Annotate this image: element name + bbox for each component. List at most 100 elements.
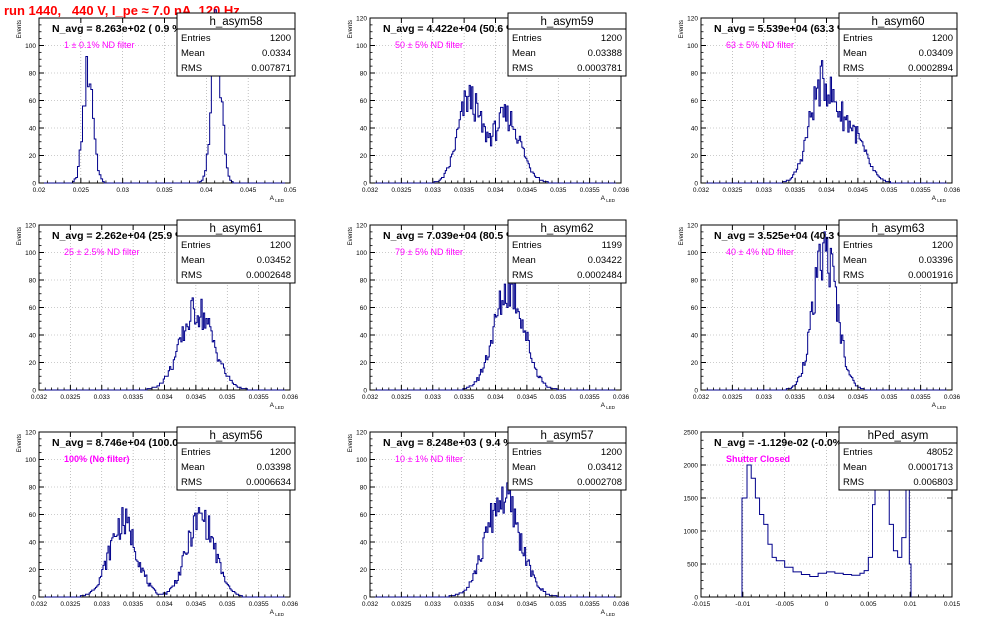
histogram-line <box>701 231 952 391</box>
y-tick-label: 2000 <box>684 463 699 470</box>
x-tick-label: 0.0345 <box>848 394 868 401</box>
stats-box <box>176 12 296 77</box>
x-tick-label: 0.0355 <box>911 394 931 401</box>
y-axis-label: Events <box>348 20 354 38</box>
navg-label: N_avg = 8.746e+04 (100.0 %) <box>52 437 194 449</box>
stats-value-entries: 1200 <box>932 240 953 251</box>
stats-value-rms: 0.0002894 <box>908 63 953 74</box>
x-axis-label-main: A <box>601 195 606 202</box>
x-tick-label: 0.036 <box>613 394 630 401</box>
y-tick-label: 1500 <box>684 496 699 503</box>
stats-key-rms: RMS <box>843 63 864 74</box>
x-tick-label: 0.0325 <box>722 394 742 401</box>
stats-key-mean: Mean <box>512 255 536 266</box>
stats-value-entries: 1200 <box>932 33 953 44</box>
stats-value-mean: 0.0334 <box>262 48 291 59</box>
stats-value-rms: 0.0001916 <box>908 270 953 281</box>
stats-box <box>507 12 627 77</box>
x-tick-label: 0.036 <box>944 394 961 401</box>
histogram-line <box>701 60 952 184</box>
pad-h_asym57: 0.032 0.0325 0.033 0.0335 0.034 0.0345 0.035 0.… <box>348 426 630 617</box>
y-tick-label: 0 <box>694 181 698 188</box>
navg-label: N_avg = 8.248e+03 ( 9.4 %) <box>383 437 516 449</box>
stats-key-rms: RMS <box>181 270 202 281</box>
stats-box <box>176 219 296 284</box>
stats-key-rms: RMS <box>512 270 533 281</box>
histogram-line <box>370 84 621 184</box>
y-axis-label: Events <box>17 227 23 245</box>
y-tick-label: 120 <box>356 16 367 23</box>
stats-value-mean: 0.03412 <box>588 462 622 473</box>
y-tick-label: 120 <box>356 430 367 437</box>
stats-value-mean: 0.03398 <box>257 462 291 473</box>
stats-value-entries: 1200 <box>601 33 622 44</box>
x-tick-label: 0.0335 <box>123 394 143 401</box>
y-axis-label: Events <box>348 227 354 245</box>
stats-key-entries: Entries <box>181 240 211 251</box>
pad-h_asym63: 0.032 0.0325 0.033 0.0335 0.034 0.0345 0.035 0.… <box>679 219 961 410</box>
x-tick-label: 0.0325 <box>391 187 411 194</box>
x-axis-label-main: A <box>270 402 275 409</box>
x-tick-label: 0.01 <box>904 601 917 608</box>
x-tick-label: 0.032 <box>362 187 379 194</box>
y-tick-label: 20 <box>691 153 699 160</box>
filter-label: Shutter Closed <box>726 454 790 464</box>
y-axis-label: Events <box>679 20 685 38</box>
navg-label: N_avg = 5.539e+04 (63.3 %) <box>714 23 850 35</box>
x-axis-label-main: A <box>601 609 606 616</box>
pad-h_asym61: 0.032 0.0325 0.033 0.0335 0.034 0.0345 0.035 0.… <box>17 219 299 410</box>
stats-box <box>838 12 958 77</box>
y-tick-label: 120 <box>687 16 698 23</box>
stats-title: h_asym59 <box>540 16 593 28</box>
x-tick-label: 0.0355 <box>911 187 931 194</box>
y-tick-label: 80 <box>360 71 368 78</box>
navg-label: N_avg = -1.129e-02 (-0.0%) <box>714 437 846 449</box>
x-tick-label: 0.0355 <box>249 394 269 401</box>
x-axis-label: A LED <box>270 609 285 617</box>
x-tick-label: 0.0325 <box>60 394 80 401</box>
y-tick-label: 0 <box>363 595 367 602</box>
x-tick-label: 0.036 <box>282 394 299 401</box>
x-tick-label: 0.05 <box>284 187 297 194</box>
stats-title: h_asym63 <box>871 223 924 235</box>
stats-value-mean: 0.03452 <box>257 255 291 266</box>
x-tick-label: 0.034 <box>818 187 835 194</box>
stats-box <box>838 219 958 284</box>
y-tick-label: 80 <box>360 278 368 285</box>
x-tick-label: 0.034 <box>487 601 504 608</box>
stats-value-entries: 1200 <box>601 447 622 458</box>
y-tick-label: 100 <box>356 457 367 464</box>
x-tick-label: 0.0325 <box>722 187 742 194</box>
x-tick-label: 0.033 <box>94 601 111 608</box>
stats-value-rms: 0.007871 <box>251 63 291 74</box>
stats-value-mean: 0.03396 <box>919 255 953 266</box>
y-tick-label: 80 <box>691 278 699 285</box>
x-tick-label: 0.035 <box>219 601 236 608</box>
x-tick-label: 0.0355 <box>580 601 600 608</box>
x-tick-label: 0.036 <box>613 601 630 608</box>
histogram-line <box>741 434 912 597</box>
stats-value-entries: 1200 <box>270 447 291 458</box>
histogram-line <box>39 9 290 184</box>
x-tick-label: 0.035 <box>881 187 898 194</box>
stats-title: h_asym57 <box>540 430 593 442</box>
filter-label: 100% (No filter) <box>64 454 130 464</box>
navg-label: N_avg = 3.525e+04 (40.3 %) <box>714 230 850 242</box>
y-tick-label: 60 <box>29 305 37 312</box>
x-tick-label: 0.0355 <box>249 601 269 608</box>
stats-value-entries: 1199 <box>602 240 622 251</box>
histogram-line <box>370 482 621 598</box>
x-tick-label: 0.032 <box>362 601 379 608</box>
x-axis-label-main: A <box>270 609 275 616</box>
x-tick-label: 0.0345 <box>517 394 537 401</box>
x-tick-label: 0.033 <box>425 601 442 608</box>
stats-box <box>838 426 958 491</box>
stats-key-entries: Entries <box>512 33 542 44</box>
filter-label: 25 ± 2.5% ND filter <box>64 247 139 257</box>
x-tick-label: 0.033 <box>425 394 442 401</box>
y-tick-label: 60 <box>360 98 368 105</box>
stats-key-entries: Entries <box>843 33 873 44</box>
stats-key-entries: Entries <box>843 240 873 251</box>
y-tick-label: 0 <box>694 595 698 602</box>
y-tick-label: 80 <box>691 71 699 78</box>
